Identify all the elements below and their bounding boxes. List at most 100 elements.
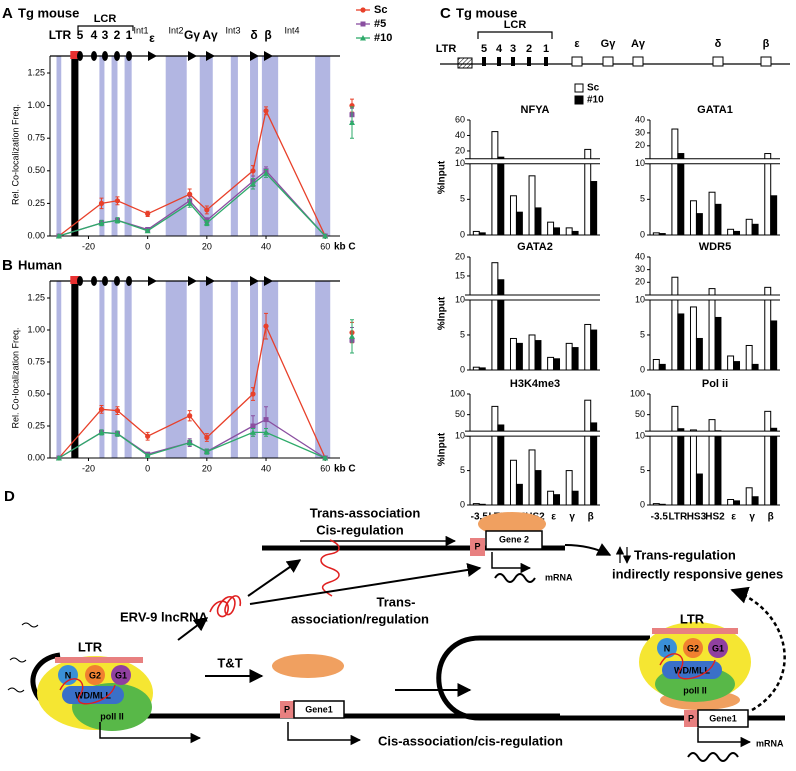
y-tick-label: 1.00 bbox=[27, 100, 45, 110]
x-tick-label: -3.5 bbox=[651, 512, 669, 523]
bar bbox=[590, 329, 598, 371]
hs-site bbox=[126, 51, 132, 61]
point bbox=[360, 7, 366, 13]
label: G2 bbox=[89, 670, 101, 680]
bar bbox=[571, 490, 579, 506]
lcr-bracket bbox=[477, 31, 553, 39]
ltr-bar bbox=[55, 657, 143, 663]
series-line bbox=[58, 324, 326, 459]
y-tick-label: 5 bbox=[460, 465, 465, 475]
label: WD/MLL bbox=[674, 665, 710, 675]
promoter bbox=[684, 710, 698, 727]
bar bbox=[491, 405, 499, 506]
chart-title: H3K4me3 bbox=[510, 378, 560, 390]
bar bbox=[497, 279, 505, 371]
control-label: C bbox=[348, 464, 355, 475]
hs-site bbox=[91, 51, 97, 61]
promoter bbox=[280, 701, 294, 718]
x-tick-label: β bbox=[588, 512, 594, 523]
map-label: Int1 bbox=[133, 25, 148, 35]
highlight-region bbox=[111, 281, 118, 458]
y-tick-label: 40 bbox=[455, 130, 465, 140]
mrna-wave bbox=[494, 573, 536, 583]
map-label: β bbox=[264, 28, 271, 42]
point bbox=[263, 108, 269, 114]
x-tick-label: 20 bbox=[202, 241, 212, 251]
y-tick-label: 0 bbox=[640, 499, 645, 509]
x-tick-label: -3.5 bbox=[471, 512, 489, 523]
lcr-bracket bbox=[77, 25, 134, 31]
hs-site bbox=[544, 57, 548, 66]
y-tick-label: 40 bbox=[635, 251, 645, 261]
y-tick-label: 5 bbox=[640, 329, 645, 339]
axis-break bbox=[465, 431, 600, 437]
map-label: Int3 bbox=[225, 25, 240, 35]
bar bbox=[770, 195, 778, 236]
highlight-region bbox=[261, 56, 279, 236]
panel-label: D bbox=[4, 488, 15, 505]
label: Gene1 bbox=[709, 713, 737, 723]
highlight-region bbox=[261, 281, 279, 458]
point bbox=[186, 439, 193, 446]
point bbox=[55, 233, 62, 239]
factor bbox=[478, 512, 546, 536]
panel-label: C bbox=[440, 5, 451, 22]
lncrna bbox=[59, 678, 116, 705]
hs-site bbox=[77, 276, 83, 286]
bar bbox=[509, 459, 517, 506]
label: association/regulation bbox=[291, 611, 429, 626]
hs-site bbox=[482, 57, 486, 66]
point bbox=[114, 217, 121, 223]
y-tick-label: 10 bbox=[455, 158, 465, 168]
point bbox=[186, 200, 193, 206]
x-tick-label: 0 bbox=[145, 241, 150, 251]
x-tick-label: γ bbox=[749, 512, 755, 523]
hs-site bbox=[126, 276, 132, 286]
y-tick-label: 30 bbox=[635, 127, 645, 137]
series-line bbox=[58, 431, 326, 459]
arrow bbox=[99, 722, 202, 744]
anchor-region bbox=[71, 56, 79, 236]
arrow bbox=[249, 563, 482, 605]
bar bbox=[745, 487, 753, 506]
bar bbox=[497, 424, 505, 506]
x-tick-label: γ bbox=[569, 512, 575, 523]
chart-title: WDR5 bbox=[699, 241, 731, 253]
bar bbox=[565, 342, 573, 371]
x-tick-label: 0 bbox=[145, 463, 150, 473]
highlight-region bbox=[315, 56, 331, 236]
label: LTR bbox=[78, 639, 103, 654]
map-label: Gγ bbox=[601, 38, 617, 50]
nfya bbox=[657, 638, 677, 658]
wave bbox=[7, 622, 39, 693]
bar bbox=[565, 470, 573, 506]
bar bbox=[708, 191, 716, 236]
map-label: 1 bbox=[126, 28, 133, 42]
lcr-label: LCR bbox=[504, 19, 527, 31]
bar bbox=[547, 221, 555, 236]
arrow bbox=[491, 552, 532, 574]
bar bbox=[478, 367, 486, 371]
y-tick-label: 5 bbox=[640, 465, 645, 475]
bar bbox=[571, 230, 579, 236]
map-label: 5 bbox=[77, 28, 84, 42]
highlight-region bbox=[199, 56, 213, 236]
x-tick-label: -20 bbox=[82, 241, 95, 251]
hs-site bbox=[77, 51, 83, 61]
hs-site bbox=[102, 276, 108, 286]
arrow bbox=[730, 586, 786, 712]
y-tick-label: 10 bbox=[635, 431, 645, 441]
y-axis-label: %Input bbox=[437, 432, 448, 466]
y-tick-label: 0.00 bbox=[27, 230, 45, 240]
y-tick-label: 50 bbox=[455, 409, 465, 419]
bar bbox=[565, 227, 573, 236]
y-tick-label: 20 bbox=[455, 251, 465, 261]
bar bbox=[751, 363, 759, 371]
map-label: β bbox=[763, 38, 770, 50]
y-tick-label: 10 bbox=[635, 158, 645, 168]
highlight-region bbox=[315, 281, 331, 458]
bar bbox=[695, 337, 703, 371]
highlight-region bbox=[99, 281, 105, 458]
label: mRNA bbox=[545, 572, 573, 582]
gata1 bbox=[708, 638, 728, 658]
